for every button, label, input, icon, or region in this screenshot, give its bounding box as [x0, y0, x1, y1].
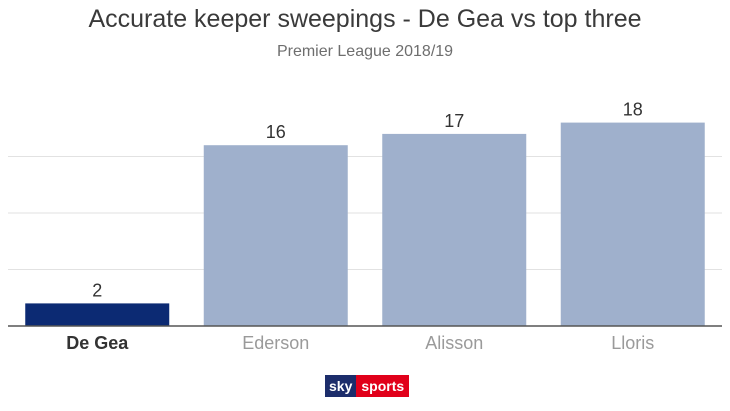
bar-chart: 2 16 17 18 De Gea Ederson Alisson Lloris [8, 100, 722, 353]
category-label: Ederson [242, 333, 309, 353]
data-label: 16 [266, 122, 286, 142]
chart-title: Accurate keeper sweepings - De Gea vs to… [88, 5, 642, 33]
logo-sports-part: sports [356, 375, 410, 397]
chart-subtitle: Premier League 2018/19 [276, 43, 454, 60]
data-label: 17 [444, 111, 464, 131]
logo-sky-part: sky [325, 375, 357, 397]
data-label: 2 [92, 280, 102, 300]
bar-alisson [382, 133, 527, 326]
sky-sports-logo: sky sports [325, 375, 410, 397]
bars [25, 122, 705, 326]
category-label: De Gea [66, 333, 129, 353]
bar-de-gea [25, 303, 170, 326]
data-label: 18 [623, 100, 643, 120]
bar-lloris [560, 122, 705, 326]
bar-ederson [203, 145, 348, 326]
data-labels: 2 16 17 18 [92, 100, 643, 301]
category-labels: De Gea Ederson Alisson Lloris [66, 333, 654, 353]
category-label: Lloris [611, 333, 654, 353]
category-label: Alisson [425, 333, 483, 353]
